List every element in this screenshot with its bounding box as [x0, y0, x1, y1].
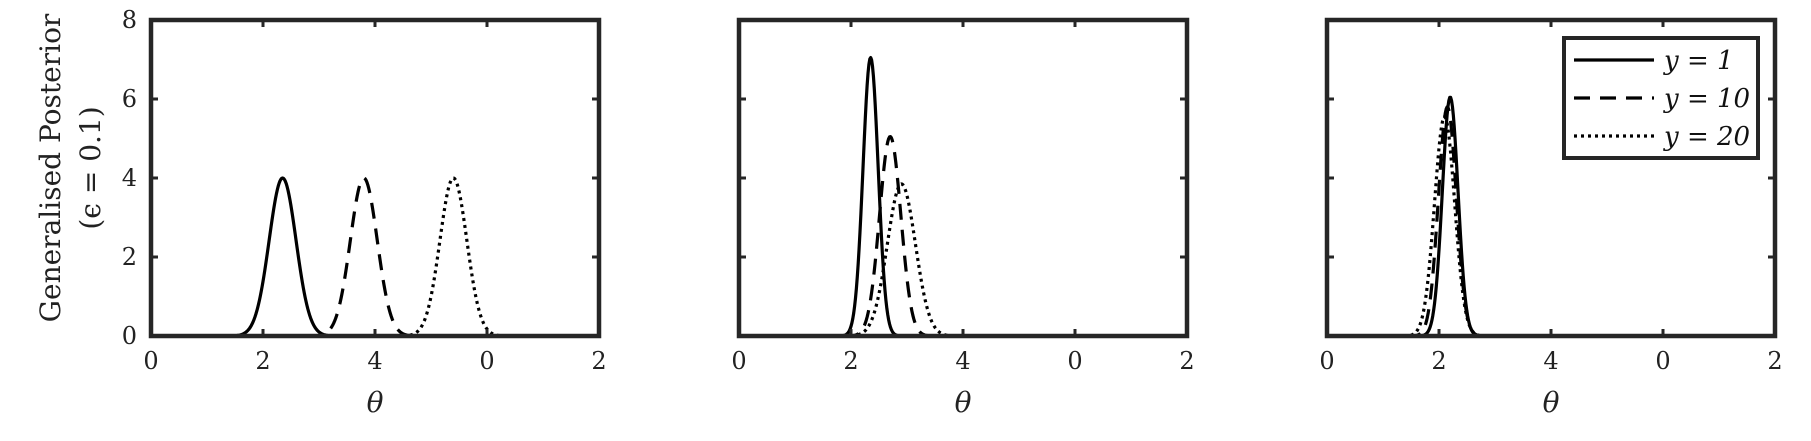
legend-box	[1562, 36, 1760, 160]
x-tick-label: 0	[1067, 347, 1082, 375]
x-tick-label: 4	[1543, 347, 1558, 375]
panel-1: 0 2 4 0 2 0 2 4 6 8 θ	[122, 6, 607, 419]
y-axis-label-line2: (ϵ = 0.1)	[74, 106, 107, 229]
x-tick-label: 4	[955, 347, 970, 375]
x-tick-label: 0	[731, 347, 746, 375]
panel-2-curves	[739, 55, 1187, 336]
x-tick-label: 2	[255, 347, 270, 375]
series-line-3	[151, 176, 599, 336]
x-tick-label: 4	[367, 347, 382, 375]
panel-2: 0 2 4 0 2 θ	[731, 17, 1195, 419]
x-tick-label: 2	[1767, 347, 1782, 375]
y-tick-label: 8	[122, 6, 137, 34]
legend-label-1: y = 1	[1663, 46, 1734, 76]
series-line-2	[151, 176, 599, 336]
x-tick-label: 0	[479, 347, 494, 375]
x-tick-label: 0	[1655, 347, 1670, 375]
panels: 0 2 4 0 2 0 2 4 6 8 θ 0 2 4 0 2 θ 0 2 4 0 2 θ y = 1 y = 10 y = 20	[122, 6, 1783, 419]
y-tick-label: 0	[122, 322, 137, 350]
series-line-2	[739, 134, 1187, 336]
y-tick-label: 2	[122, 243, 137, 271]
series-line-1	[151, 176, 599, 336]
x-axis-label: θ	[955, 386, 972, 419]
x-tick-label: 2	[843, 347, 858, 375]
x-axis-label: θ	[1543, 386, 1560, 419]
series-line-3	[739, 182, 1187, 336]
y-tick-label: 6	[122, 85, 137, 113]
x-tick-label: 0	[1319, 347, 1334, 375]
legend: y = 1 y = 10 y = 20	[1562, 36, 1760, 160]
series-line-1	[739, 55, 1187, 336]
panel-2-frame	[736, 17, 1190, 339]
x-tick-label: 2	[591, 347, 606, 375]
x-tick-label: 0	[143, 347, 158, 375]
y-axis-label-line1: Generalised Posterior	[34, 13, 67, 322]
x-tick-label: 2	[1431, 347, 1446, 375]
legend-label-2: y = 10	[1663, 84, 1750, 114]
legend-label-3: y = 20	[1663, 122, 1750, 152]
panel-3: 0 2 4 0 2 θ y = 1 y = 10 y = 20	[1319, 17, 1783, 419]
x-axis-label: θ	[367, 386, 384, 419]
y-tick-label: 4	[122, 164, 137, 192]
x-tick-label: 2	[1179, 347, 1194, 375]
panel-1-curves	[151, 176, 599, 336]
panel-1-frame	[148, 17, 602, 339]
